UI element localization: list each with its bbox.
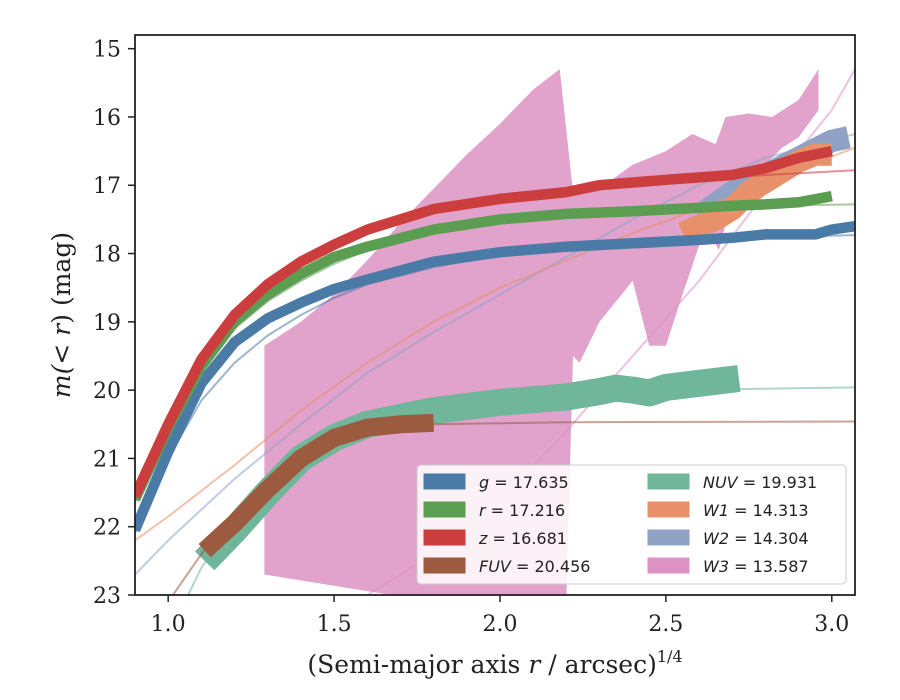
legend-label-w2: W2 = 14.304: [703, 529, 809, 548]
plot-frame: [134, 34, 856, 596]
y-tick-label: 17: [93, 174, 121, 199]
legend-label-value: = 14.313: [729, 501, 809, 520]
legend-label-z: z = 16.681: [478, 529, 567, 548]
y-tick-label: 15: [93, 38, 121, 63]
legend-label-var: W1: [703, 501, 729, 520]
legend-label-value: = 16.681: [487, 529, 567, 548]
y-axis-label: m(< r) (mag): [47, 232, 76, 398]
y-tick-label: 18: [93, 243, 121, 268]
x-axis-label-exponent: 1/4: [657, 647, 683, 666]
y-axis: 15 16 17 18 19 20 21 22 23: [93, 38, 135, 609]
legend-label-value: = 13.587: [729, 557, 809, 576]
y-tick-label: 16: [93, 106, 121, 131]
legend-label-var: W2: [703, 529, 729, 548]
x-tick-label: 1.0: [151, 612, 186, 637]
profile-z: [135, 145, 833, 499]
x-tick-label: 3.0: [814, 612, 849, 637]
legend-label-var: FUV: [479, 557, 512, 576]
y-tick-label: 21: [93, 447, 121, 472]
legend-label-value: = 17.216: [486, 501, 566, 520]
y-axis-label-var: < r: [47, 322, 76, 365]
legend-label-value: = 20.456: [511, 557, 591, 576]
profile-g: [135, 221, 855, 533]
band-w3: [264, 69, 819, 595]
x-tick-label: 1.5: [317, 612, 352, 637]
legend-label-value: = 19.931: [738, 473, 818, 492]
legend-label-r: r = 17.216: [479, 501, 565, 520]
y-tick-label: 19: [93, 311, 121, 336]
legend-swatch-nuv: [647, 473, 690, 490]
legend-label-w1: W1 = 14.313: [703, 501, 809, 520]
legend-frame: [416, 464, 847, 585]
legend-label-nuv: NUV = 19.931: [703, 473, 817, 492]
x-axis-label: (Semi-major axis r / arcsec)1/4: [307, 647, 682, 679]
legend-label-fuv: FUV = 20.456: [479, 557, 590, 576]
x-axis: 1.0 1.5 2.0 2.5 3.0: [151, 595, 849, 637]
legend-swatch-w1: [647, 501, 690, 518]
legend-label-w3: W3 = 13.587: [703, 557, 809, 576]
legend-swatch-w3: [647, 557, 690, 574]
legend-swatch-fuv: [423, 557, 466, 574]
legend-label-var: z: [478, 529, 488, 548]
legend-label-value: = 14.304: [729, 529, 809, 548]
legend-swatch-g: [423, 473, 466, 490]
y-tick-label: 22: [93, 516, 121, 541]
x-axis-label-text: (Semi-major axis: [307, 650, 520, 679]
legend-swatch-r: [423, 501, 466, 518]
x-tick-label: 2.0: [482, 612, 517, 637]
y-axis-label-m: m(: [47, 363, 76, 398]
legend-swatch-w2: [647, 529, 690, 546]
x-axis-label-var: r: [528, 650, 542, 679]
legend-label-var: W3: [703, 557, 729, 576]
series-layer: [135, 68, 855, 595]
y-tick-label: 20: [93, 379, 121, 404]
x-axis-label-unit: / arcsec): [548, 650, 657, 679]
y-tick-label: 23: [93, 584, 121, 609]
legend-label-var: g: [479, 473, 489, 492]
legend-label-g: g = 17.635: [479, 473, 569, 492]
legend-label-value: = 17.635: [489, 473, 569, 492]
legend-label-var: NUV: [703, 473, 739, 492]
x-tick-label: 2.5: [648, 612, 683, 637]
legend-label-var: r: [479, 501, 487, 520]
profile-fuv: [198, 413, 434, 558]
legend-swatch-z: [423, 529, 466, 546]
y-axis-label-unit: ) (mag): [47, 232, 76, 324]
